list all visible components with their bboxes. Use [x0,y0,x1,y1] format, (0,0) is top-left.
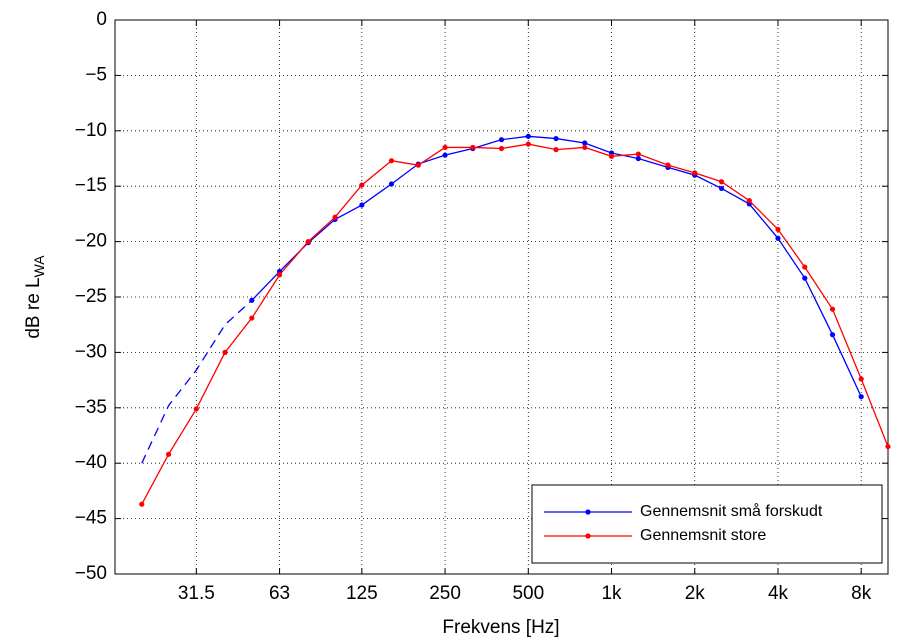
data-point [858,394,864,400]
x-tick-label: 2k [685,583,706,604]
y-tick-label: −10 [75,120,107,141]
legend: Gennemsnit små forskudt Gennemsnit store [531,484,883,564]
y-tick-label: −30 [75,341,107,362]
data-point [525,141,531,147]
data-point [829,332,836,338]
data-point [802,275,808,281]
x-tick-label: 8k [851,583,872,604]
data-point [470,144,476,151]
data-point [858,376,864,382]
data-point [139,501,145,507]
plot-frame [114,19,889,575]
data-point [802,264,808,270]
legend-text: Gennemsnit store [640,527,766,544]
x-tick-label: 63 [269,583,290,604]
data-point [498,145,505,152]
y-tick-label: −40 [75,452,107,473]
data-point [332,214,338,220]
data-point [442,144,448,151]
data-point [415,162,421,168]
data-point [608,153,615,159]
data-point [359,202,365,208]
data-point [193,406,199,412]
y-tick-label: −15 [75,175,107,196]
y-tick-label: −45 [75,508,107,529]
data-point [553,147,559,153]
data-point [718,185,725,192]
data-point [635,151,641,157]
x-tick-label: 1k [601,583,622,604]
x-axis-label: Frekvens [Hz] [442,617,559,638]
x-tick-label: 250 [429,583,461,604]
x-tick-label: 4k [768,583,789,604]
legend-marker [585,533,591,539]
data-point [498,137,505,143]
y-axis-label: dB re LWA [23,255,47,339]
data-point [775,235,781,241]
y-tick-label: 0 [96,9,107,30]
legend-box [531,484,883,564]
y-tick-label: −20 [75,231,107,252]
data-point [249,315,255,321]
series-line [141,299,253,464]
data-point [359,182,365,188]
data-point [222,349,228,355]
data-point [525,133,531,139]
data-point [442,152,448,158]
data-point [165,451,172,457]
y-tick-label: −35 [75,397,107,418]
data-point [276,272,283,278]
legend-text: Gennemsnit små forskudt [640,502,823,520]
data-point [305,239,311,245]
y-axis-label-subscript: WA [31,255,47,278]
series-line [141,143,889,505]
data-point [582,140,588,146]
data-point [388,181,395,187]
data-point [553,135,559,142]
data-point [829,306,836,312]
y-tick-label: −25 [75,286,107,307]
data-point [635,155,641,162]
y-tick-label: −5 [85,64,107,85]
x-tick-label: 500 [512,583,544,604]
data-point [692,170,698,176]
data-point [388,158,395,164]
data-point [718,179,725,185]
y-axis-label-text: dB re L [23,277,44,338]
data-point [582,144,588,151]
data-point [746,198,752,204]
data-point [665,162,671,168]
y-tick-label: −50 [75,563,107,584]
x-tick-label: 31.5 [178,583,215,604]
data-point [775,226,781,233]
legend-marker [585,509,591,515]
x-tick-label: 125 [346,583,378,604]
data-point [885,443,891,450]
